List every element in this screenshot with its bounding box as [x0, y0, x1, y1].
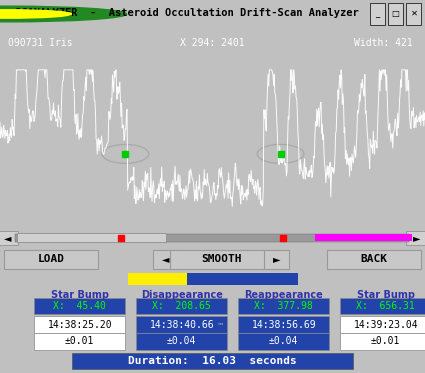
Text: SMOOTH: SMOOTH	[201, 254, 241, 264]
Text: LOAD: LOAD	[37, 254, 65, 264]
FancyBboxPatch shape	[128, 273, 298, 285]
FancyBboxPatch shape	[327, 250, 421, 269]
Text: ◄: ◄	[162, 254, 170, 264]
FancyBboxPatch shape	[388, 3, 403, 25]
FancyBboxPatch shape	[34, 333, 125, 350]
FancyBboxPatch shape	[406, 3, 421, 25]
Circle shape	[0, 10, 71, 18]
Text: BACK: BACK	[360, 254, 388, 264]
FancyBboxPatch shape	[128, 273, 187, 285]
Text: X:  377.98: X: 377.98	[254, 301, 313, 311]
FancyBboxPatch shape	[406, 231, 425, 245]
Text: "": ""	[217, 322, 223, 327]
FancyBboxPatch shape	[238, 298, 329, 314]
Text: ►: ►	[413, 233, 420, 243]
Text: SCANALYZER  -  Asteroid Occultation Drift-Scan Analyzer: SCANALYZER - Asteroid Occultation Drift-…	[15, 9, 359, 18]
Text: Star Bump: Star Bump	[51, 290, 109, 300]
Text: 14:38:25.20: 14:38:25.20	[47, 320, 112, 330]
FancyBboxPatch shape	[238, 316, 329, 333]
Text: 14:38:40.66: 14:38:40.66	[149, 320, 214, 330]
FancyBboxPatch shape	[340, 316, 425, 333]
FancyBboxPatch shape	[153, 250, 178, 269]
FancyBboxPatch shape	[370, 3, 385, 25]
FancyBboxPatch shape	[340, 298, 425, 314]
Text: X:  656.31: X: 656.31	[356, 301, 415, 311]
FancyBboxPatch shape	[72, 352, 353, 369]
Text: Disappearance: Disappearance	[141, 290, 223, 300]
Text: ►: ►	[272, 254, 280, 264]
FancyBboxPatch shape	[136, 298, 227, 314]
Text: ±0.01: ±0.01	[65, 336, 94, 347]
FancyBboxPatch shape	[136, 333, 227, 350]
FancyBboxPatch shape	[170, 250, 272, 269]
FancyBboxPatch shape	[17, 233, 166, 242]
Text: ±0.04: ±0.04	[167, 336, 196, 347]
FancyBboxPatch shape	[340, 333, 425, 350]
Circle shape	[0, 6, 127, 22]
FancyBboxPatch shape	[34, 316, 125, 333]
FancyBboxPatch shape	[238, 333, 329, 350]
FancyBboxPatch shape	[4, 250, 98, 269]
FancyBboxPatch shape	[264, 250, 289, 269]
Text: □: □	[392, 9, 400, 18]
Text: X:  208.65: X: 208.65	[152, 301, 211, 311]
FancyBboxPatch shape	[314, 235, 412, 241]
FancyBboxPatch shape	[15, 233, 409, 242]
FancyBboxPatch shape	[136, 316, 227, 333]
Text: ±0.01: ±0.01	[371, 336, 400, 347]
Text: _: _	[375, 9, 380, 18]
FancyBboxPatch shape	[0, 231, 18, 245]
Text: 14:39:23.04: 14:39:23.04	[353, 320, 418, 330]
Text: Duration:  16.03  seconds: Duration: 16.03 seconds	[128, 355, 297, 366]
Text: 14:38:56.69: 14:38:56.69	[251, 320, 316, 330]
FancyBboxPatch shape	[34, 298, 125, 314]
Text: ◄: ◄	[3, 233, 11, 243]
Text: Star Bump: Star Bump	[357, 290, 415, 300]
Text: ✕: ✕	[411, 9, 417, 18]
Text: X:  45.40: X: 45.40	[53, 301, 106, 311]
Text: ±0.04: ±0.04	[269, 336, 298, 347]
Text: Width: 421: Width: 421	[354, 38, 412, 48]
Text: Reappearance: Reappearance	[244, 290, 323, 300]
Text: 090731 Iris: 090731 Iris	[8, 38, 73, 48]
Text: X 294: 2401: X 294: 2401	[180, 38, 245, 48]
